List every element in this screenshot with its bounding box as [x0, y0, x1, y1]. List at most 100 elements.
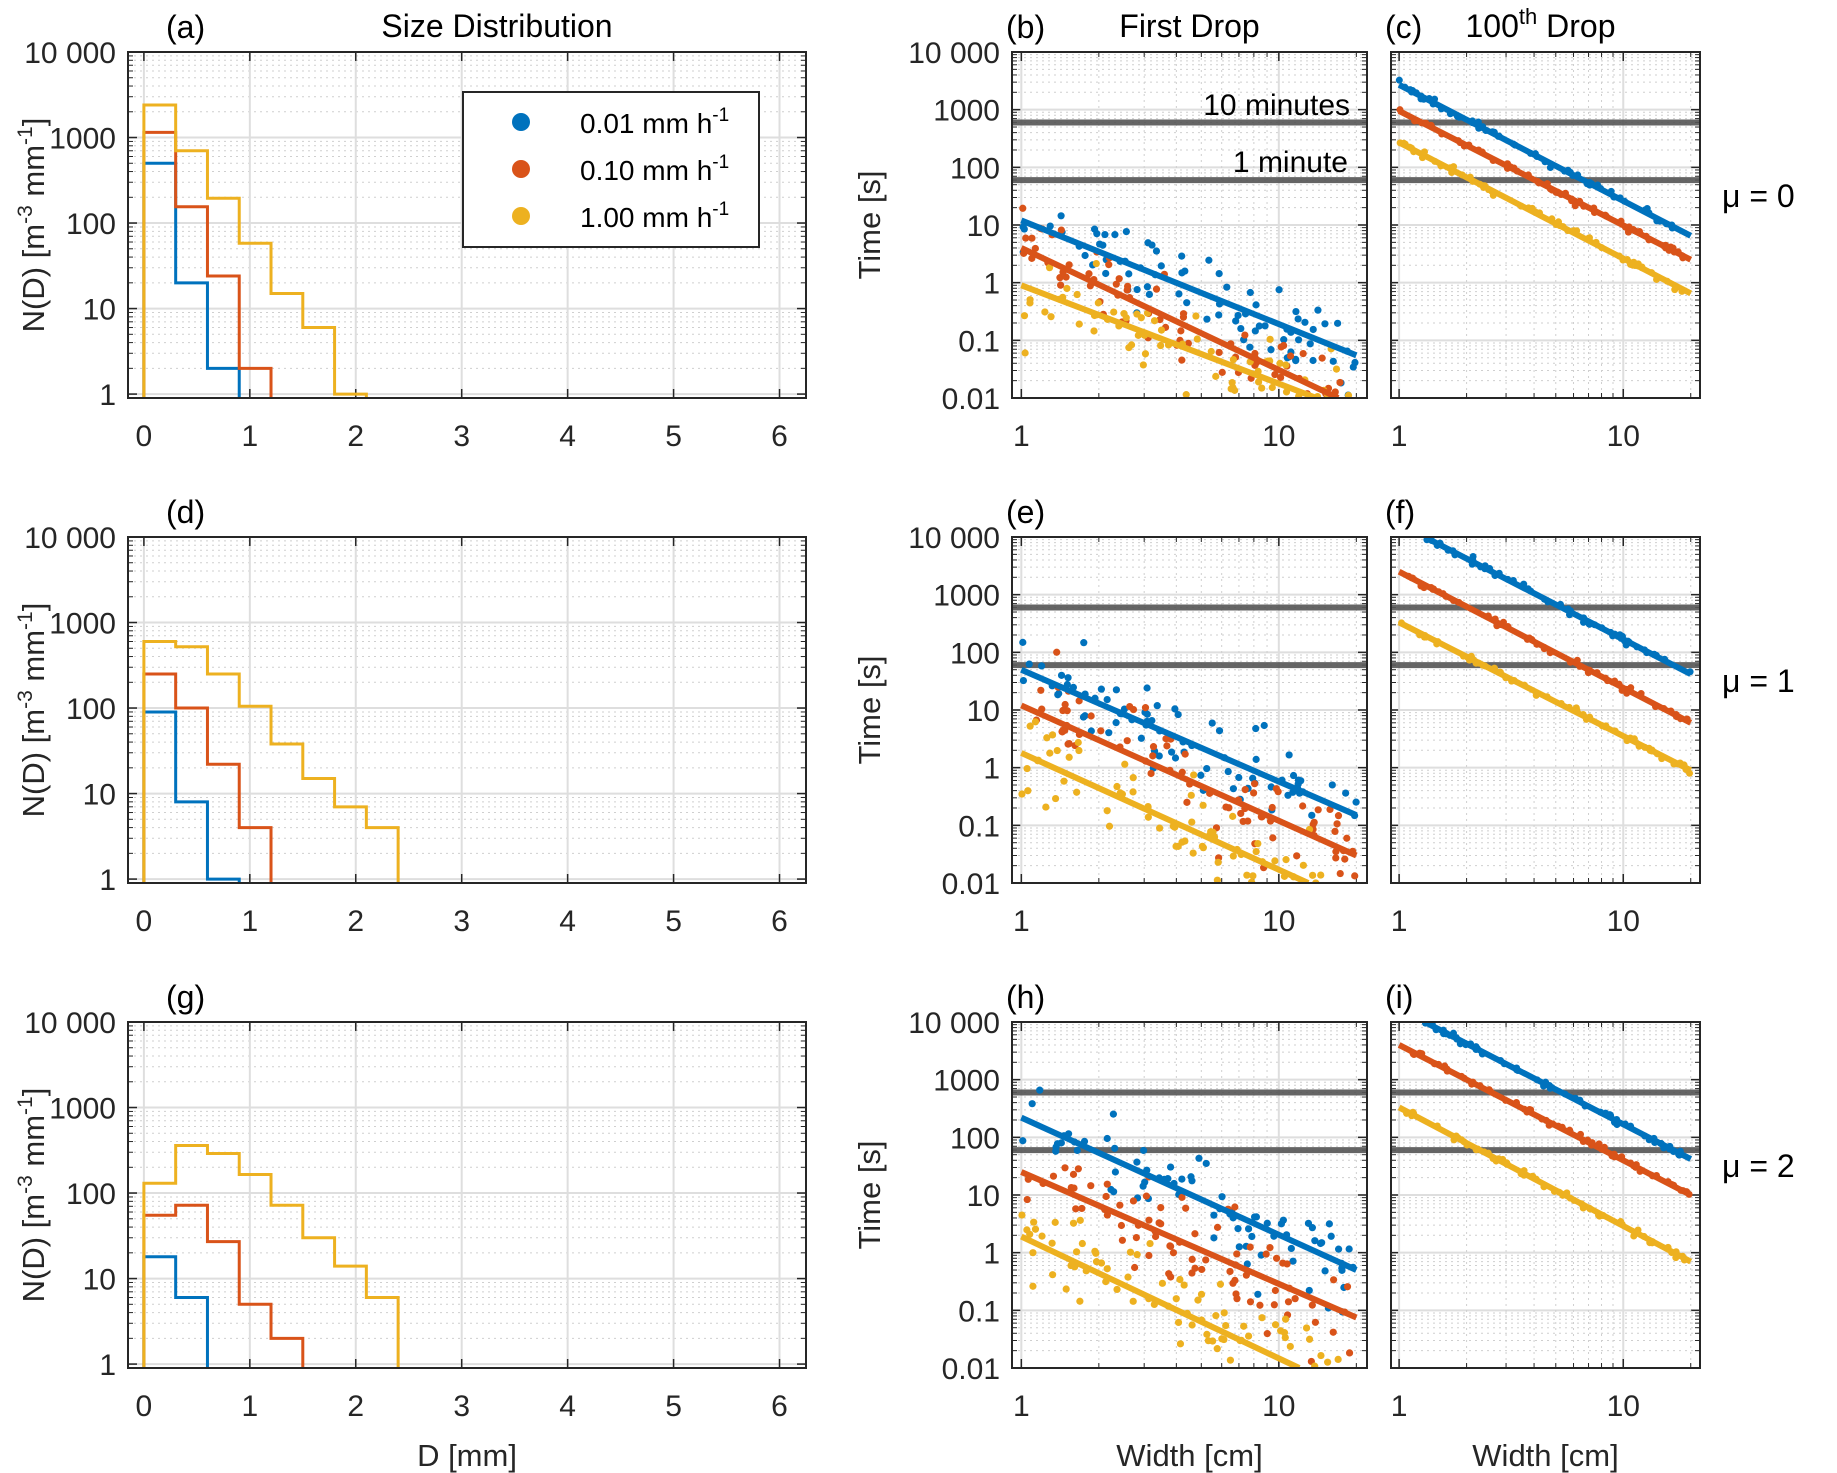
scatter-point	[1059, 706, 1067, 715]
scatter-point	[1235, 1243, 1243, 1251]
scatter-point	[1178, 1193, 1186, 1201]
scatter-point	[1109, 1110, 1117, 1118]
scatter-point	[1434, 638, 1442, 646]
scatter-point	[1432, 1026, 1440, 1034]
scatter-point	[1149, 743, 1158, 751]
scatter-point	[1249, 789, 1258, 797]
scatter-point	[1472, 659, 1480, 667]
panel-label: (g)	[166, 979, 205, 1015]
scatter-point	[1156, 316, 1164, 324]
scatter-point	[1280, 341, 1288, 350]
panel-i: 1 10 (i) Width [cm]	[1385, 979, 1701, 1473]
scatter-point	[1064, 674, 1072, 682]
scatter-point	[1202, 1159, 1210, 1168]
y-tick-label: 10	[967, 210, 1000, 243]
scatter-point	[1294, 776, 1303, 784]
scatter-point	[1192, 312, 1200, 320]
scatter-point	[1258, 1314, 1266, 1322]
scatter-point	[1223, 283, 1231, 291]
scatter-point	[1629, 261, 1637, 269]
scatter-point	[1421, 148, 1429, 156]
scatter-point	[1145, 1251, 1153, 1260]
scatter-point	[1670, 760, 1678, 768]
y-tick-label: 1	[983, 753, 1000, 786]
scatter-point	[1268, 383, 1276, 392]
scatter-point	[1243, 871, 1251, 879]
x-tick-label: 1	[1391, 420, 1408, 453]
scatter-point	[1630, 735, 1638, 743]
scatter-point	[1637, 689, 1645, 697]
y-axis-label: N(D) [m-3 mm-1]	[14, 1088, 51, 1303]
scatter-point	[1053, 746, 1061, 755]
plot-content	[1012, 1086, 1367, 1368]
scatter-point	[1046, 749, 1054, 757]
histogram-series-0	[142, 161, 241, 398]
y-tick-label: 0.01	[942, 868, 1000, 901]
scatter-point	[1166, 1163, 1175, 1171]
scatter-point	[1510, 676, 1518, 684]
y-tick-label: 10	[83, 1264, 116, 1297]
scatter-point	[1268, 803, 1276, 812]
scatter-point	[1460, 142, 1468, 150]
scatter-point	[1153, 702, 1161, 710]
scatter-point	[1645, 744, 1653, 752]
scatter-point	[1481, 565, 1489, 573]
scatter-point	[1246, 1243, 1254, 1251]
scatter-point	[1037, 686, 1045, 694]
scatter-point	[1149, 752, 1157, 760]
scatter-point	[1502, 1096, 1510, 1104]
scatter-point	[1281, 1315, 1290, 1323]
scatter-point	[1234, 311, 1242, 320]
x-tick-label: 4	[559, 905, 576, 938]
scatter-point	[1490, 665, 1498, 673]
scatter-point	[1276, 359, 1284, 367]
scatter-point	[1450, 163, 1458, 171]
scatter-point	[1494, 132, 1502, 140]
panel-b: 1 10 0.01 0.1 1 10 100 1000 10 000(b) Time [s]	[852, 9, 1368, 453]
scatter-point	[1549, 1120, 1557, 1128]
scatter-point	[1417, 92, 1425, 100]
scatter-point	[1407, 144, 1415, 152]
y-tick-label: 10	[967, 1180, 1000, 1213]
scatter-point	[1049, 1172, 1058, 1180]
scatter-point	[1645, 1136, 1653, 1144]
scatter-point	[1342, 789, 1350, 797]
scatter-point	[1152, 285, 1161, 293]
scatter-point	[1267, 346, 1275, 354]
scatter-point	[1113, 1285, 1121, 1294]
scatter-point	[1284, 1298, 1293, 1306]
panel-label: (d)	[166, 494, 205, 530]
scatter-point	[1229, 852, 1237, 860]
scatter-point	[1111, 231, 1119, 239]
scatter-point	[1237, 324, 1245, 333]
scatter-point	[1436, 540, 1444, 548]
scatter-point	[1078, 1204, 1086, 1213]
scatter-point	[1049, 1271, 1057, 1279]
y-tick-label: 1	[99, 864, 116, 897]
scatter-point	[1318, 1239, 1326, 1247]
scatter-point	[1087, 712, 1095, 720]
scatter-point	[1579, 1204, 1587, 1212]
scatter-point	[1460, 1138, 1468, 1146]
scatter-point	[1334, 1355, 1342, 1364]
scatter-point	[1178, 1175, 1186, 1183]
scatter-point	[1047, 313, 1055, 321]
scatter-point	[1607, 1111, 1615, 1119]
scatter-point	[1616, 194, 1624, 202]
legend: 0.01 mm h-1 0.10 mm h-1 1.00 mm h-1	[462, 91, 760, 248]
scatter-point	[1410, 1051, 1418, 1059]
scatter-point	[1116, 1201, 1124, 1209]
scatter-point	[1101, 230, 1109, 239]
scatter-point	[1091, 1247, 1099, 1255]
axes-frame	[1390, 536, 1701, 884]
scatter-point	[1283, 1260, 1291, 1268]
scatter-point	[1479, 123, 1487, 131]
axes-frame	[1011, 51, 1368, 399]
scatter-point	[1472, 1146, 1480, 1154]
scatter-point	[1648, 269, 1656, 277]
scatter-point	[1073, 1146, 1081, 1155]
panel-label: (c)	[1385, 9, 1422, 45]
scatter-point	[1418, 154, 1426, 162]
scatter-point	[1317, 871, 1325, 879]
